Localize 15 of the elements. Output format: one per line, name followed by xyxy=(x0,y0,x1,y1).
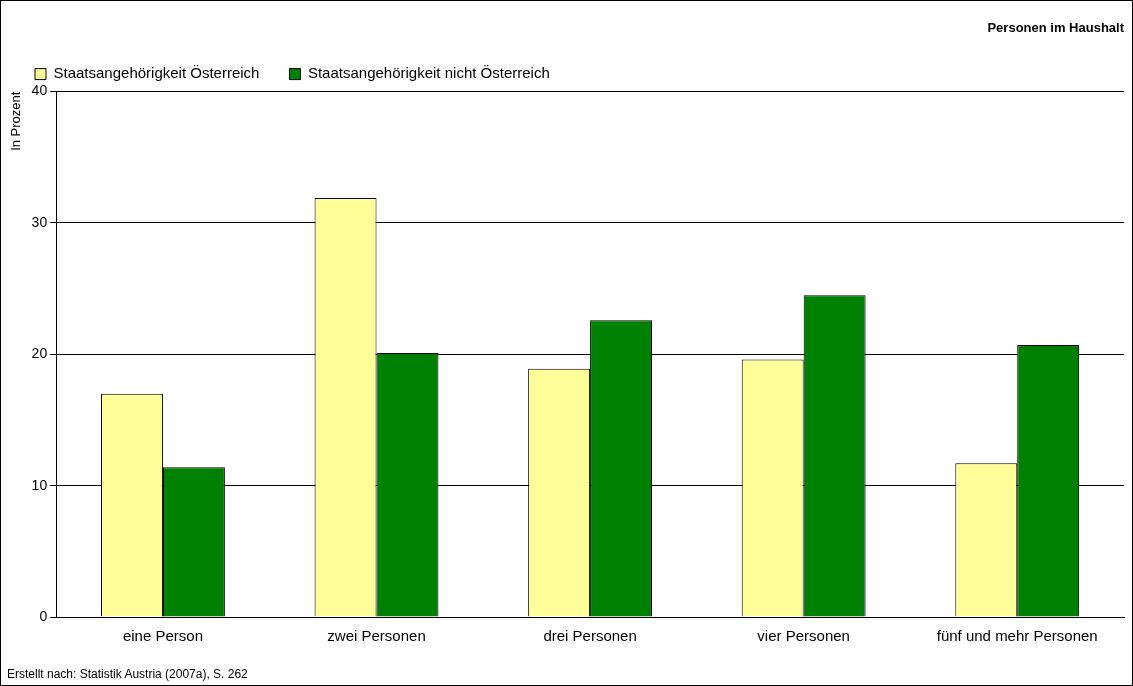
y-tick-label: 30 xyxy=(31,213,48,230)
y-tick-label: 20 xyxy=(31,345,48,362)
chart-title: Personen im Haushalt xyxy=(987,20,1125,36)
text: Erstellt nach: Statistik Austria (2007a), S. 262 xyxy=(7,667,248,681)
legend-label: Staatsangehörigkeit Österreich xyxy=(53,64,260,82)
legend-label: Staatsangehörigkeit nicht Österreich xyxy=(307,64,550,82)
y-tick-label: 40 xyxy=(31,82,48,99)
x-tick-label: zwei Personen xyxy=(327,627,426,645)
x-tick-label: drei Personen xyxy=(543,627,637,645)
x-tick-label: eine Person xyxy=(122,627,203,645)
y-tick-label: 10 xyxy=(31,476,48,493)
y-tick-label: 0 xyxy=(39,607,48,624)
x-tick-label: fünf und mehr Personen xyxy=(936,627,1098,645)
x-tick-label: vier Personen xyxy=(757,627,850,645)
y-axis-title: In Prozent xyxy=(8,91,24,151)
